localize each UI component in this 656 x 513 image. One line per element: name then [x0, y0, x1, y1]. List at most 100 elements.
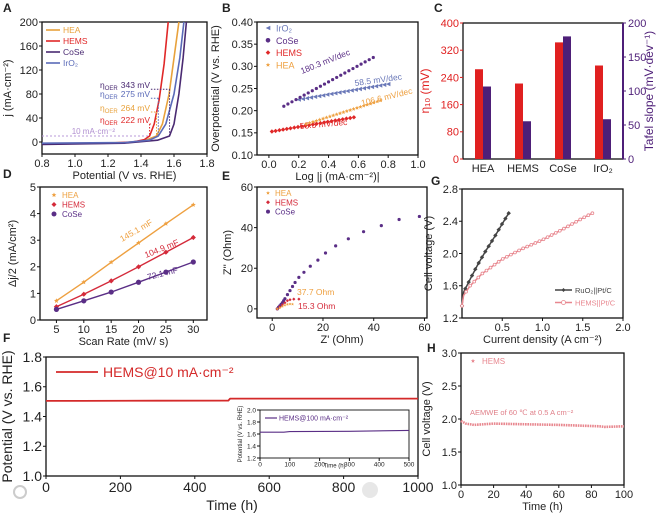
data-point-ruo-pt-c	[486, 244, 491, 249]
data-point-iro	[325, 92, 330, 97]
y-tick-label: 2.0	[442, 414, 457, 426]
data-point-cose	[397, 217, 401, 222]
panel-label: H	[427, 341, 436, 355]
x-tick-label: 80	[585, 489, 597, 501]
capacitance-label: 145.1 mF	[118, 217, 154, 244]
slope-label: 180.3 mV/dec	[299, 47, 352, 76]
x-tick-label: 1.0	[535, 322, 550, 334]
data-point-cose	[290, 100, 294, 104]
data-point-ruo-pt-c	[463, 286, 468, 291]
series-line-hems-10-ma-cm	[46, 397, 418, 402]
data-point-hems	[340, 117, 345, 122]
data-point-cose	[310, 89, 314, 93]
legend-marker	[470, 358, 476, 363]
data-point-cose	[288, 288, 292, 293]
y-tick-label: 1.0	[23, 468, 43, 484]
data-point-cose	[343, 71, 347, 75]
resistance-label: 15.3 Ohm	[298, 301, 335, 311]
panel-label: B	[222, 1, 231, 15]
fit-line-cose	[56, 261, 194, 311]
legend-marker	[265, 25, 271, 31]
data-point-iro	[373, 84, 379, 89]
data-point-cose	[135, 279, 142, 285]
data-point-cose	[298, 95, 302, 99]
panel-label: E	[222, 169, 230, 183]
x-axis-label: Time (h)	[323, 464, 345, 470]
y-tick-label: 3	[30, 235, 36, 247]
data-point-iro	[345, 88, 350, 94]
overpotential-value: 222 mV	[121, 115, 151, 125]
panel-d: 5 10 15 20 25 30 0 1 2 3 4 5 Scan Rate (mV/ s) Δj/2 (…	[3, 167, 208, 348]
data-point-hea	[190, 202, 196, 207]
y-tick-label: 0	[453, 154, 459, 166]
data-point-iro	[357, 86, 362, 92]
data-point-hems-pt-c	[472, 279, 477, 284]
x-tick-label: 0	[458, 489, 464, 501]
data-point-hea	[280, 304, 284, 308]
panel-h: 0 20 40 60 80 100 1.0 1.5 2.0 2.5 3.0 Time (h) Cell …	[421, 341, 633, 513]
data-point-iro	[316, 93, 322, 99]
legend-marker	[561, 300, 566, 305]
y-tick-label: 20	[241, 263, 253, 275]
bar-10-hems	[515, 83, 523, 159]
y-axis-label: j (mA·cm⁻²)	[2, 59, 14, 117]
data-point-hems	[285, 299, 289, 303]
panel-c: 0 80 160 240 320 400 η₁₀ (mV) C 0 50 100 150 200Tafe…	[418, 1, 656, 175]
data-point-hems-pt-c	[529, 242, 534, 247]
x-tick-label: 1000	[402, 479, 433, 495]
data-point-cose	[326, 80, 331, 84]
y-tick-label: 0	[32, 137, 38, 149]
data-point-iro	[304, 96, 310, 101]
y-tick-label: 240	[441, 72, 459, 84]
x-tick-label: 400	[374, 462, 385, 469]
y-tick-label: 3.0	[442, 348, 457, 360]
x-tick-label: 0	[258, 462, 262, 469]
y-tick-label: 1.4	[247, 443, 256, 450]
data-point-ruo-pt-c	[493, 233, 498, 238]
overpotential-annotation: ηOER 222 mV	[100, 115, 150, 127]
data-point-hems	[81, 291, 87, 297]
data-point-hems	[297, 297, 301, 301]
data-point-hems	[351, 115, 357, 120]
overpotential-value: 343 mV	[121, 80, 151, 90]
y-tick-label: 160	[20, 41, 38, 53]
data-point-hems-pt-c	[549, 233, 554, 237]
data-point-hems-pt-c	[517, 248, 521, 253]
data-point-hems	[280, 127, 286, 132]
panel-label: F	[3, 331, 10, 345]
series-line-iro	[41, 21, 185, 144]
data-point-hea	[285, 302, 289, 306]
x-tick-label: 60	[418, 322, 430, 334]
data-point-hea	[341, 110, 346, 114]
bar-tafel-slope-hea	[483, 86, 491, 159]
panel-a: 0.8 1.0 1.2 1.4 1.6 1.8 0 40 80 120 160 200 Potentia…	[2, 1, 215, 182]
overpotential-value: 275 mV	[121, 89, 151, 99]
y-tick-label: 200	[20, 17, 38, 29]
x-tick-label: 1.4	[133, 158, 148, 170]
data-point-hea	[136, 240, 141, 245]
condition-annotation: AEMWE of 60 ℃ at 0.5 A cm⁻²	[470, 408, 574, 417]
data-point-hems	[292, 125, 297, 130]
y-axis-label: Potential (V vs. RHE)	[238, 406, 244, 463]
legend-marker	[51, 192, 57, 197]
data-point-hea	[314, 118, 319, 123]
data-point-hems-pt-c	[488, 265, 493, 270]
data-point-hems	[344, 116, 349, 121]
bar-10-hea	[475, 69, 483, 159]
data-point-cose	[351, 66, 355, 71]
y-axis-label: Δj/2 (mA/cm²)	[7, 220, 19, 287]
data-point-hems-pt-c	[500, 257, 505, 261]
data-point-ruo-pt-c	[496, 227, 501, 232]
data-point-cose	[331, 78, 335, 82]
data-point-hems-pt-c	[570, 222, 574, 226]
y-tick-label: 400	[441, 18, 459, 30]
bar-10-cose	[555, 42, 563, 159]
data-point-cose	[379, 223, 383, 228]
data-point-cose	[81, 298, 87, 304]
slope-label: 55.5 mV/dec	[299, 117, 348, 131]
data-point-hems-pt-c	[513, 250, 517, 255]
data-point-cose	[318, 84, 323, 88]
legend-label: HEMS	[63, 36, 88, 46]
y-tick-label: 2.4	[443, 216, 458, 228]
x-tick-label: 40	[520, 489, 532, 501]
